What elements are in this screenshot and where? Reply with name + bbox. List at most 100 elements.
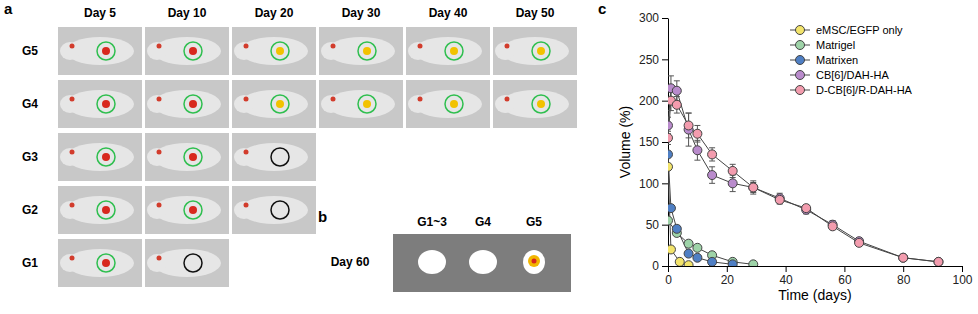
panel-label: a xyxy=(4,0,13,17)
image-background xyxy=(58,186,142,234)
mouse-head xyxy=(60,42,80,60)
region-circle xyxy=(445,95,463,113)
data-point xyxy=(693,243,702,252)
region-circle xyxy=(97,42,115,60)
signal-spot xyxy=(537,100,545,108)
signal-spot xyxy=(450,47,458,55)
column-label: Day 30 xyxy=(342,6,381,20)
column-label: Day 20 xyxy=(255,6,294,20)
mouse-head xyxy=(321,42,341,60)
mouse-image xyxy=(145,27,229,75)
image-background xyxy=(232,80,316,128)
mouse-image xyxy=(232,80,316,128)
data-point xyxy=(749,183,758,192)
data-point xyxy=(749,183,758,192)
legend-label: D-CB[6]/R-DAH-HA xyxy=(816,84,913,96)
signal-spot xyxy=(102,47,110,55)
mouse-head xyxy=(234,201,254,219)
tick-mark xyxy=(903,266,904,272)
signal-spot xyxy=(244,44,249,49)
tick-mark xyxy=(662,266,668,267)
signal-spot xyxy=(244,150,249,155)
tick: 80 xyxy=(897,266,911,287)
y-axis-title: Volume (%) xyxy=(617,106,633,178)
legend-marker xyxy=(796,86,805,95)
data-point xyxy=(775,195,784,204)
mouse-head xyxy=(60,148,80,166)
data-point xyxy=(668,162,673,171)
signal-spot xyxy=(70,44,75,49)
tick-label: 40 xyxy=(779,273,793,287)
mouse-image xyxy=(493,27,577,75)
image-background xyxy=(493,27,577,75)
column-label: Day 50 xyxy=(516,6,555,20)
data-point xyxy=(668,204,675,213)
image-background xyxy=(58,80,142,128)
data-point xyxy=(668,216,673,225)
region-circle xyxy=(358,42,376,60)
legend-marker xyxy=(796,71,805,80)
data-point xyxy=(684,249,693,258)
data-point xyxy=(668,150,673,159)
image-background xyxy=(319,80,403,128)
column-label: Day 40 xyxy=(429,6,468,20)
region-circle xyxy=(532,95,550,113)
data-point xyxy=(728,179,737,188)
region-circle xyxy=(184,254,202,272)
data-point xyxy=(855,238,864,247)
tick-mark xyxy=(727,266,728,272)
image-background xyxy=(145,133,229,181)
data-point xyxy=(672,224,681,233)
image-background xyxy=(58,133,142,181)
tick-label: 80 xyxy=(897,273,911,287)
legend-marker xyxy=(796,41,805,50)
data-point xyxy=(693,253,702,262)
signal-spot xyxy=(102,206,110,214)
data-point xyxy=(672,100,681,109)
image-background xyxy=(393,234,571,292)
data-point xyxy=(899,253,908,262)
data-point xyxy=(708,171,717,180)
data-point xyxy=(749,260,758,266)
tick-label: 20 xyxy=(721,273,735,287)
signal-spot xyxy=(189,206,197,214)
mouse-image xyxy=(145,80,229,128)
mouse-image xyxy=(232,186,316,234)
row-label: G5 xyxy=(22,44,38,58)
signal-spot xyxy=(276,100,284,108)
data-point xyxy=(828,222,837,231)
mouse-image xyxy=(145,133,229,181)
region-circle xyxy=(184,201,202,219)
gel-sample xyxy=(469,250,497,274)
tick-mark xyxy=(844,266,845,272)
data-point xyxy=(728,166,737,175)
image-background xyxy=(232,133,316,181)
region-circle xyxy=(358,95,376,113)
mouse-head xyxy=(60,201,80,219)
data-point xyxy=(693,129,702,138)
image-background xyxy=(145,80,229,128)
mouse-image xyxy=(406,27,490,75)
gel-sample xyxy=(523,250,545,274)
signal-spot xyxy=(70,97,75,102)
signal-spot xyxy=(331,44,336,49)
signal-spot xyxy=(244,97,249,102)
image-background xyxy=(319,27,403,75)
mouse-head xyxy=(234,148,254,166)
signal-spot xyxy=(532,259,537,264)
signal-spot xyxy=(157,44,162,49)
signal-spot xyxy=(157,150,162,155)
column-label: Day 5 xyxy=(84,6,116,20)
signal-spot xyxy=(505,44,510,49)
mouse-image xyxy=(493,80,577,128)
sample-label: G5 xyxy=(526,215,542,229)
data-point xyxy=(672,86,681,95)
legend: eMSC/EGFP onlyMatrigelMatrixenCB[6]/DAH-… xyxy=(790,24,913,96)
mouse-image xyxy=(145,186,229,234)
gel-sample xyxy=(418,250,446,274)
region-circle xyxy=(184,148,202,166)
image-background xyxy=(232,27,316,75)
signal-spot xyxy=(189,100,197,108)
image-background xyxy=(145,239,229,287)
data-point xyxy=(693,146,702,155)
